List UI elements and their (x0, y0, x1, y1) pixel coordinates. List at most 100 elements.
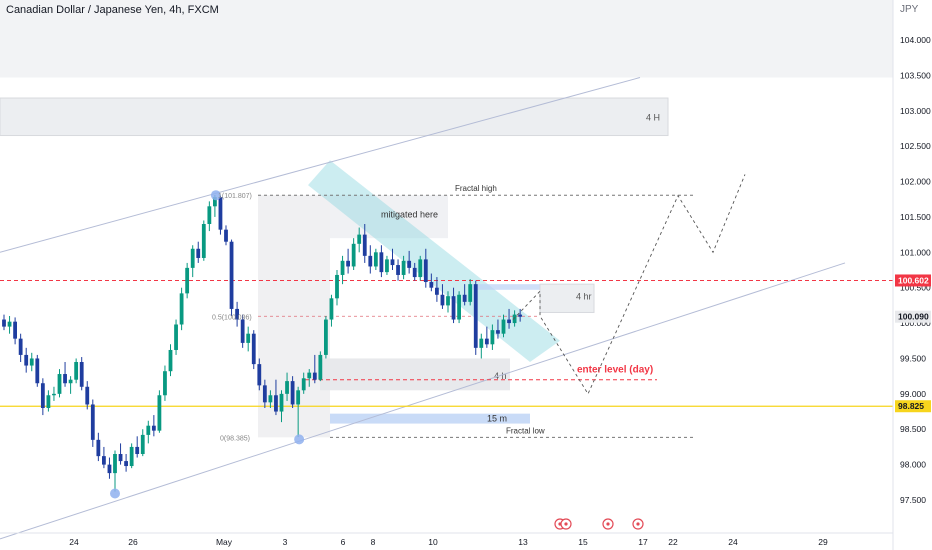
candle[interactable] (457, 291, 461, 324)
candle[interactable] (118, 443, 123, 465)
candle[interactable] (440, 284, 445, 309)
candle[interactable] (462, 284, 467, 306)
candle[interactable] (357, 227, 362, 253)
candle[interactable] (307, 369, 312, 387)
candle[interactable] (373, 248, 378, 271)
candle[interactable] (157, 390, 162, 433)
candle[interactable] (129, 443, 134, 469)
candle[interactable] (496, 319, 500, 339)
candle[interactable] (174, 319, 178, 355)
candle[interactable] (518, 308, 523, 322)
candle[interactable] (135, 436, 140, 458)
candle[interactable] (90, 399, 95, 447)
candle[interactable] (423, 248, 428, 288)
candle[interactable] (279, 390, 284, 423)
candle[interactable] (168, 344, 173, 377)
candle[interactable] (501, 314, 506, 338)
candle[interactable] (218, 195, 223, 235)
candle[interactable] (46, 390, 51, 412)
candle[interactable] (285, 372, 289, 401)
candle[interactable] (201, 220, 206, 261)
candle[interactable] (179, 287, 184, 331)
candle[interactable] (257, 358, 262, 391)
candle[interactable] (146, 420, 151, 444)
candle[interactable] (190, 245, 195, 278)
candle[interactable] (340, 255, 345, 285)
candle[interactable] (151, 415, 156, 437)
candle[interactable] (385, 255, 389, 275)
candle[interactable] (246, 326, 251, 352)
candle[interactable] (224, 225, 228, 246)
candle[interactable] (102, 446, 106, 469)
candle[interactable] (484, 326, 489, 348)
candle[interactable] (473, 280, 478, 355)
candle[interactable] (412, 262, 417, 281)
candle[interactable] (7, 316, 12, 334)
candle[interactable] (312, 354, 317, 384)
candle[interactable] (507, 308, 511, 329)
candle[interactable] (401, 255, 406, 280)
candle[interactable] (24, 347, 29, 373)
candle[interactable] (124, 454, 128, 472)
candle[interactable] (163, 365, 167, 401)
candle[interactable] (329, 294, 334, 327)
candle-body (468, 284, 473, 302)
candle[interactable] (390, 248, 395, 271)
candle[interactable] (451, 287, 456, 324)
candle[interactable] (318, 351, 323, 382)
candle-body (346, 260, 350, 267)
candle[interactable] (251, 330, 256, 370)
candle[interactable] (324, 316, 328, 359)
candle[interactable] (379, 245, 384, 278)
candle[interactable] (301, 372, 306, 394)
candle[interactable] (274, 379, 278, 416)
candle[interactable] (407, 250, 412, 274)
candle[interactable] (207, 201, 212, 232)
candle[interactable] (140, 429, 145, 457)
candle-body (74, 362, 79, 380)
candle[interactable] (396, 259, 400, 281)
candle[interactable] (446, 291, 450, 313)
candle[interactable] (52, 386, 56, 401)
candle[interactable] (351, 238, 356, 271)
candle[interactable] (229, 239, 234, 317)
candles-layer[interactable] (2, 194, 523, 492)
candle[interactable] (85, 381, 90, 410)
candle[interactable] (435, 277, 439, 302)
candle[interactable] (35, 354, 40, 387)
candle[interactable] (235, 301, 239, 327)
candle[interactable] (113, 450, 117, 492)
candle[interactable] (335, 270, 339, 306)
candle[interactable] (2, 314, 6, 331)
candle[interactable] (107, 457, 112, 479)
candle[interactable] (57, 369, 62, 398)
candle[interactable] (418, 255, 423, 281)
candle[interactable] (490, 324, 495, 350)
candle[interactable] (63, 362, 67, 387)
candle[interactable] (290, 376, 295, 409)
candle[interactable] (346, 248, 350, 274)
candle[interactable] (429, 273, 434, 292)
candle[interactable] (479, 333, 484, 359)
candle[interactable] (40, 378, 45, 416)
candle[interactable] (68, 376, 73, 394)
candle[interactable] (79, 357, 84, 391)
candle[interactable] (74, 358, 79, 384)
candle[interactable] (18, 333, 23, 363)
candle[interactable] (29, 352, 34, 372)
fib-label-0: 0(98.385) (220, 435, 250, 442)
candle[interactable] (196, 241, 201, 263)
candle[interactable] (368, 245, 373, 274)
candle[interactable] (96, 432, 101, 462)
candle[interactable] (262, 379, 267, 409)
candle[interactable] (13, 317, 17, 345)
y-tick-label: 102.000 (900, 177, 931, 187)
fractal-dot-3 (294, 434, 305, 445)
candle[interactable] (468, 279, 473, 306)
candle[interactable] (185, 262, 190, 299)
candle[interactable] (296, 386, 301, 438)
candle[interactable] (268, 390, 273, 409)
candle[interactable] (240, 314, 245, 348)
candle[interactable] (362, 224, 367, 263)
